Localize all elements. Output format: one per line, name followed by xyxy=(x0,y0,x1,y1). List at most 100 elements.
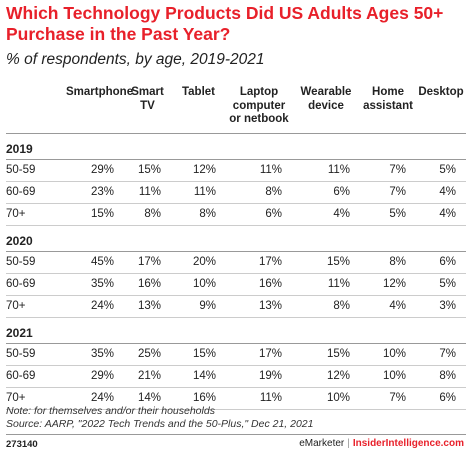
table-cell: 15% xyxy=(292,343,360,366)
table-cell: 12% xyxy=(292,365,360,388)
table-cell: 15% xyxy=(292,251,360,274)
table-row: 70+ 24% 14% 16% 11% 10% 7% 6% xyxy=(6,387,466,410)
age-label: 60-69 xyxy=(6,365,66,388)
table-cell: 6% xyxy=(416,387,466,410)
table-cell: 6% xyxy=(226,203,292,226)
age-label: 50-59 xyxy=(6,251,66,274)
table-cell: 16% xyxy=(124,273,171,296)
data-table: Smartphone Smart TV Tablet Laptop comput… xyxy=(6,81,466,410)
table-cell: 8% xyxy=(171,203,226,226)
table-cell: 25% xyxy=(124,343,171,366)
year-row: 2021 xyxy=(6,317,466,344)
header-blank xyxy=(6,81,66,134)
column-header: Wearable device xyxy=(292,81,360,134)
table-cell: 14% xyxy=(124,387,171,410)
column-header: Desktop xyxy=(416,81,466,134)
insider-intelligence-link[interactable]: InsiderIntelligence.com xyxy=(352,438,464,449)
table-cell: 7% xyxy=(360,387,416,410)
brand-separator: | xyxy=(347,438,350,449)
table-cell: 9% xyxy=(171,295,226,318)
table-cell: 8% xyxy=(226,181,292,204)
table-cell: 4% xyxy=(292,203,360,226)
year-label: 2019 xyxy=(6,133,466,160)
table-cell: 35% xyxy=(66,273,124,296)
table-cell: 11% xyxy=(292,159,360,182)
source-text: Source: AARP, "2022 Tech Trends and the … xyxy=(6,417,314,430)
age-label: 70+ xyxy=(6,203,66,226)
table-cell: 29% xyxy=(66,365,124,388)
table-cell: 13% xyxy=(124,295,171,318)
table-cell: 23% xyxy=(66,181,124,204)
footer-brand: eMarketer | InsiderIntelligence.com xyxy=(299,438,464,449)
table-cell: 15% xyxy=(66,203,124,226)
table-row: 50-59 29% 15% 12% 11% 11% 7% 5% xyxy=(6,159,466,182)
year-label: 2020 xyxy=(6,225,466,252)
table-cell: 11% xyxy=(292,273,360,296)
footer-divider xyxy=(6,434,466,435)
column-header: Home assistant xyxy=(360,81,416,134)
table-cell: 13% xyxy=(226,295,292,318)
table-cell: 3% xyxy=(416,295,466,318)
emarketer-logo: eMarketer xyxy=(299,438,345,449)
year-label: 2021 xyxy=(6,317,466,344)
table-row: 60-69 29% 21% 14% 19% 12% 10% 8% xyxy=(6,365,466,388)
column-header: Tablet xyxy=(171,81,226,134)
table-cell: 24% xyxy=(66,295,124,318)
table-row: 60-69 23% 11% 11% 8% 6% 7% 4% xyxy=(6,181,466,204)
table-cell: 6% xyxy=(292,181,360,204)
table-cell: 7% xyxy=(360,159,416,182)
table-cell: 5% xyxy=(416,273,466,296)
table-cell: 10% xyxy=(171,273,226,296)
table-cell: 29% xyxy=(66,159,124,182)
column-header: Smartphone xyxy=(66,81,133,134)
chart-id: 273140 xyxy=(6,439,38,450)
table-body: 2019 50-59 29% 15% 12% 11% 11% 7% 5% 60-69 23% 11% 1… xyxy=(6,133,466,410)
table-cell: 15% xyxy=(171,343,226,366)
table-cell: 8% xyxy=(360,251,416,274)
age-label: 50-59 xyxy=(6,159,66,182)
chart-title: Which Technology Products Did US Adults … xyxy=(6,3,444,44)
column-header: Smart TV xyxy=(124,81,171,134)
table-cell: 4% xyxy=(416,203,466,226)
table-cell: 6% xyxy=(416,251,466,274)
table-cell: 10% xyxy=(360,365,416,388)
table-cell: 8% xyxy=(292,295,360,318)
table-cell: 10% xyxy=(292,387,360,410)
age-label: 60-69 xyxy=(6,181,66,204)
table-cell: 4% xyxy=(360,295,416,318)
table-cell: 7% xyxy=(360,181,416,204)
table-cell: 19% xyxy=(226,365,292,388)
table-cell: 12% xyxy=(171,159,226,182)
table-cell: 8% xyxy=(416,365,466,388)
table-cell: 12% xyxy=(360,273,416,296)
table-cell: 11% xyxy=(226,159,292,182)
year-row: 2019 xyxy=(6,133,466,160)
table-row: 70+ 15% 8% 8% 6% 4% 5% 4% xyxy=(6,203,466,226)
table-cell: 17% xyxy=(226,251,292,274)
table-cell: 45% xyxy=(66,251,124,274)
header-row: Smartphone Smart TV Tablet Laptop comput… xyxy=(6,81,466,134)
table-row: 50-59 35% 25% 15% 17% 15% 10% 7% xyxy=(6,343,466,366)
table-cell: 17% xyxy=(226,343,292,366)
table-cell: 35% xyxy=(66,343,124,366)
table-cell: 16% xyxy=(171,387,226,410)
table-row: 70+ 24% 13% 9% 13% 8% 4% 3% xyxy=(6,295,466,318)
age-label: 70+ xyxy=(6,295,66,318)
table-cell: 5% xyxy=(416,159,466,182)
table-row: 60-69 35% 16% 10% 16% 11% 12% 5% xyxy=(6,273,466,296)
table-cell: 7% xyxy=(416,343,466,366)
chart-subtitle: % of respondents, by age, 2019-2021 xyxy=(6,51,265,68)
table-cell: 24% xyxy=(66,387,124,410)
table-row: 50-59 45% 17% 20% 17% 15% 8% 6% xyxy=(6,251,466,274)
table-cell: 10% xyxy=(360,343,416,366)
table-cell: 5% xyxy=(360,203,416,226)
table-cell: 8% xyxy=(124,203,171,226)
table-cell: 21% xyxy=(124,365,171,388)
table-cell: 16% xyxy=(226,273,292,296)
table-cell: 11% xyxy=(124,181,171,204)
year-row: 2020 xyxy=(6,225,466,252)
note-text: Note: for themselves and/or their househ… xyxy=(6,405,215,417)
column-header: Laptop computer or netbook xyxy=(226,81,292,134)
table-cell: 11% xyxy=(226,387,292,410)
age-label: 70+ xyxy=(6,387,66,410)
